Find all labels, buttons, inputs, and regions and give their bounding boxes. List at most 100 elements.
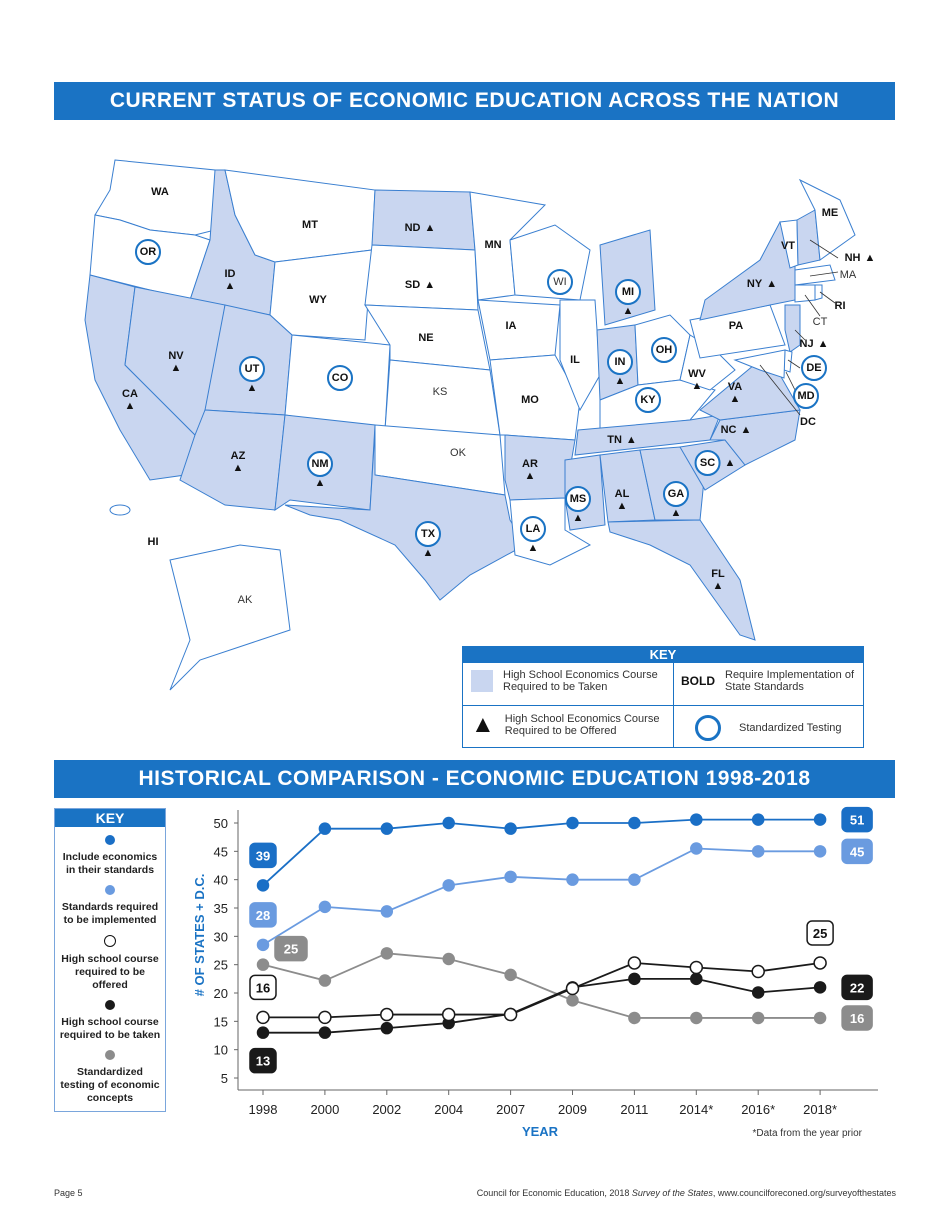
data-point-taken (690, 972, 703, 986)
data-point-implemented (751, 845, 765, 858)
state-abbr: SD (404, 279, 421, 291)
data-point-implemented (690, 842, 703, 855)
data-label: 25 (813, 926, 827, 941)
triangle-icon: ▲ (614, 375, 626, 387)
state-abbr: MA (839, 269, 857, 281)
triangle-icon: ▲ (766, 278, 778, 290)
state-abbr: MD (793, 383, 819, 409)
x-tick-label: 2018* (803, 1102, 837, 1117)
data-label: 16 (256, 980, 270, 995)
state-label-ar: AR ▲ (522, 458, 538, 482)
state-label-vt: VT (781, 240, 795, 252)
state-abbr: LA (520, 516, 546, 542)
state-label-ia: IA (506, 320, 517, 332)
state-abbr: MI (615, 279, 641, 305)
state-label-dc: DC (800, 416, 816, 428)
data-label-bubble (249, 974, 277, 1001)
state-label-de: DE (801, 355, 827, 381)
state-label-ks: KS (433, 386, 448, 398)
data-point-offered (441, 1007, 456, 1022)
chart-key: KEY Include economics in their standards… (54, 808, 166, 1112)
state-abbr: NH (844, 252, 861, 264)
data-point-standards (628, 816, 641, 830)
state-abbr: VA (727, 381, 743, 393)
data-point-implemented (628, 873, 641, 886)
data-label: 16 (850, 1011, 864, 1026)
data-point-standards (566, 816, 579, 830)
state-label-la: LA ▲ (520, 516, 546, 554)
series-line-implemented (262, 847, 821, 946)
state-label-ca: CA ▲ (122, 388, 138, 412)
data-point-taken (256, 1026, 270, 1039)
state-il (559, 299, 601, 412)
state-label-wi: WI (547, 269, 573, 295)
history-section-title: HISTORICAL COMPARISON - ECONOMIC EDUCATI… (54, 760, 895, 798)
state-label-mn: MN (484, 239, 501, 251)
state-label-wv: WV ▲ (688, 368, 706, 392)
data-point-testing (442, 952, 455, 966)
state-label-az: AZ ▲ (231, 450, 246, 474)
data-point-implemented (504, 870, 517, 884)
state-label-wy: WY (309, 294, 327, 306)
data-label: 13 (256, 1054, 270, 1069)
data-point-taken (751, 986, 765, 999)
chart-key-item: Standards required to be implemented (55, 885, 165, 927)
state-label-ny: NY ▲ (747, 278, 777, 290)
shaded-swatch-icon (471, 670, 493, 692)
state-label-fl: FL ▲ (711, 568, 724, 592)
state-label-ne: NE (418, 332, 433, 344)
state-abbr: AZ (230, 450, 246, 462)
footnote: *Data from the year prior (753, 1128, 863, 1139)
state-label-va: VA ▲ (728, 381, 742, 405)
state-abbr: TX (415, 521, 441, 547)
data-point-testing (504, 968, 517, 982)
data-point-offered (256, 1010, 270, 1025)
state-abbr: VT (780, 240, 796, 252)
state-me (798, 178, 856, 261)
data-label: 45 (850, 844, 864, 859)
data-point-implemented (318, 900, 332, 914)
state-wv (679, 334, 736, 391)
data-point-standards (504, 822, 517, 835)
y-tick-label: 5 (221, 1071, 228, 1086)
state-abbr: NC (720, 424, 737, 436)
x-axis-title: YEAR (522, 1124, 559, 1139)
state-label-id: ID ▲ (225, 268, 236, 292)
data-point-offered (318, 1010, 332, 1025)
state-label-ri: RI (835, 300, 846, 312)
data-point-offered (627, 956, 642, 970)
data-label: 22 (850, 980, 864, 995)
data-label-bubble (249, 1047, 277, 1074)
x-tick-label: 2002 (372, 1102, 401, 1117)
triangle-icon: ▲ (527, 542, 539, 554)
data-point-standards (690, 813, 703, 826)
series-line-offered (263, 962, 821, 1019)
state-label-nh: NH ▲ (845, 252, 876, 264)
state-label-mi: MI ▲ (615, 279, 641, 317)
series-line-testing (262, 952, 821, 1019)
data-label-bubble (841, 1005, 873, 1031)
state-abbr: RI (834, 300, 846, 312)
x-tick-label: 2004 (434, 1102, 463, 1117)
y-tick-label: 50 (214, 816, 228, 831)
state-label-tx: TX ▲ (415, 521, 441, 559)
data-point-standards (813, 813, 827, 826)
state-label-ut: UT ▲ (239, 356, 265, 394)
page-number: Page 5 (54, 1188, 83, 1198)
us-map (84, 159, 856, 691)
triangle-icon: ▲ (712, 580, 724, 592)
state-label-il: IL (570, 354, 580, 366)
state-abbr: HI (147, 536, 159, 548)
state-abbr: OK (450, 447, 466, 459)
data-point-offered (503, 1007, 518, 1022)
triangle-icon: ▲ (471, 711, 495, 738)
state-abbr: WV (688, 368, 706, 380)
triangle-icon: ▲ (817, 338, 829, 350)
chart-key-label: Standardized testing of economic concept… (60, 1066, 160, 1104)
state-abbr: AL (614, 488, 630, 500)
state-abbr: CA (122, 388, 138, 400)
x-tick-label: 2009 (558, 1102, 587, 1117)
state-abbr: AK (237, 594, 253, 606)
source-credit: Council for Economic Education, 2018 Sur… (477, 1188, 896, 1198)
